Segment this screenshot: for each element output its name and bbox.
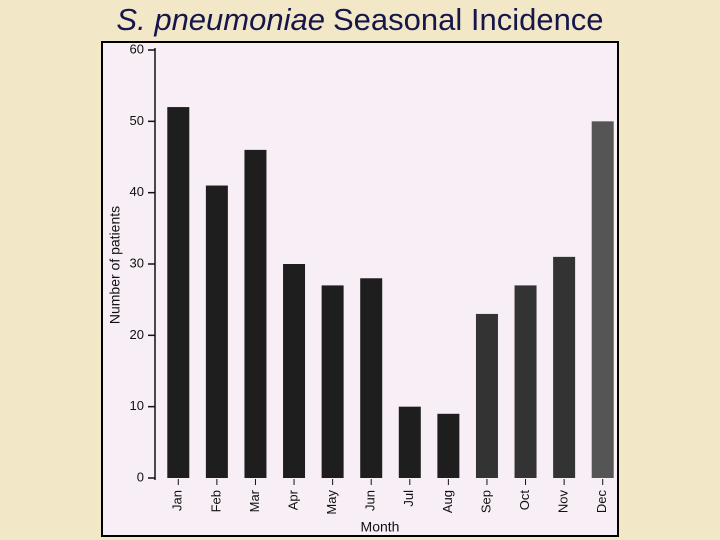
x-tick-label: Jul (401, 490, 416, 507)
x-tick-label: Sep (478, 490, 493, 513)
bar (514, 285, 537, 478)
title-species: S. pneumoniae (116, 2, 325, 37)
y-tick-label: 20 (130, 327, 144, 342)
title-rest: Seasonal Incidence (333, 2, 604, 37)
bar (437, 413, 460, 478)
y-tick-label: 40 (130, 184, 144, 199)
bar (283, 264, 306, 478)
y-tick-label: 60 (130, 41, 144, 56)
x-tick-label: Jan (170, 490, 185, 511)
bar (321, 285, 344, 478)
y-tick-label: 10 (130, 398, 144, 413)
bar (360, 278, 383, 478)
bar (398, 406, 421, 478)
bar (205, 185, 228, 479)
y-tick-label: 50 (130, 113, 144, 128)
x-tick-label: Feb (208, 490, 223, 512)
bar (244, 149, 267, 478)
x-tick-label: Jun (363, 490, 378, 511)
y-tick-label: 30 (130, 255, 144, 270)
bar (553, 256, 576, 478)
x-axis-label: Month (361, 519, 400, 535)
bar (167, 107, 190, 479)
x-tick-label: May (324, 490, 339, 515)
x-tick-label: Apr (285, 489, 300, 510)
x-tick-label: Nov (556, 490, 571, 514)
bar (591, 121, 614, 478)
x-tick-label: Mar (247, 489, 262, 512)
x-tick-label: Dec (594, 490, 609, 514)
slide-title: S. pneumoniae Seasonal Incidence (116, 2, 603, 37)
x-tick-label: Oct (517, 490, 532, 511)
y-tick-label: 0 (137, 469, 144, 484)
bar (475, 313, 498, 478)
y-axis-label: Number of patients (107, 206, 123, 324)
x-tick-label: Aug (440, 490, 455, 513)
